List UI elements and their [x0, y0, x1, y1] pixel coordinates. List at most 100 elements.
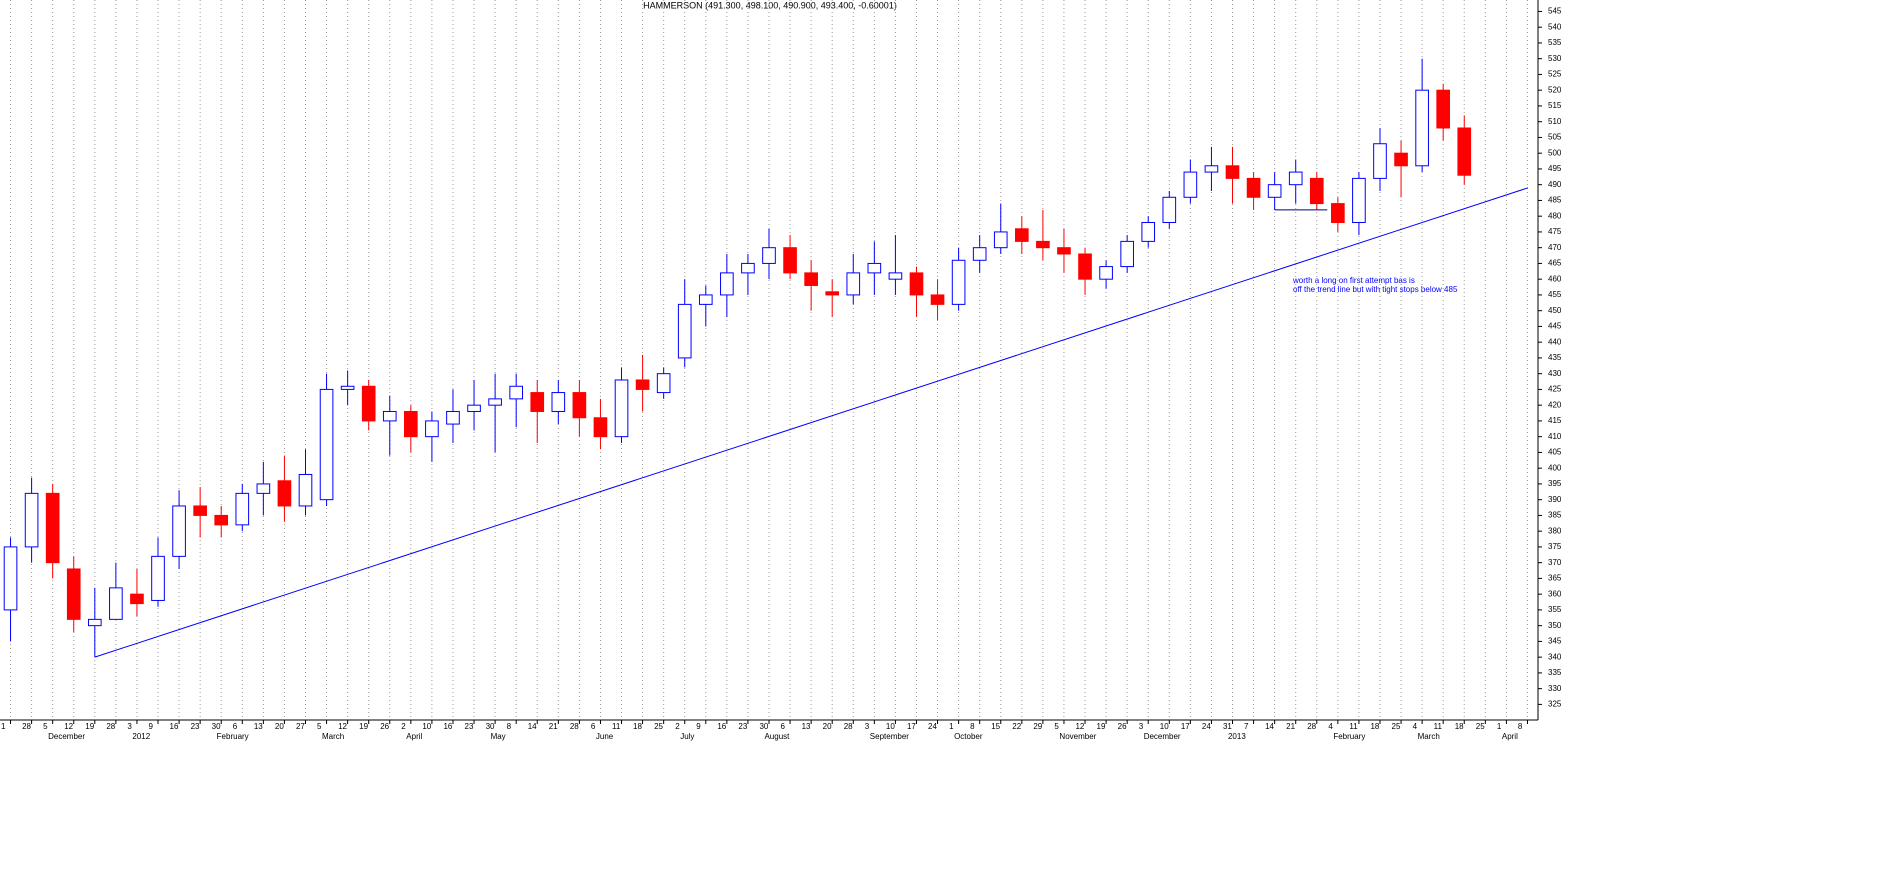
month-label: April: [1502, 732, 1518, 741]
candle-body: [930, 294, 945, 305]
y-tick-label: 410: [1548, 432, 1562, 441]
candle-body: [1288, 171, 1303, 186]
candle-body: [130, 593, 144, 605]
y-tick-label: 535: [1548, 38, 1562, 47]
x-tick-label: 2: [675, 722, 680, 731]
y-tick-label: 405: [1548, 448, 1562, 457]
candle-body: [45, 492, 60, 564]
candle-body: [1036, 240, 1050, 249]
x-tick-label: 26: [380, 722, 389, 731]
y-tick-label: 380: [1548, 526, 1562, 535]
candle-body: [614, 379, 629, 438]
x-tick-label: 15: [991, 722, 1000, 731]
candle-body: [24, 492, 39, 548]
y-tick-label: 330: [1548, 684, 1562, 693]
candle-body: [593, 417, 608, 438]
x-tick-label: 25: [654, 722, 663, 731]
candle-body: [1204, 165, 1219, 173]
candle-body: [87, 618, 102, 627]
x-tick-label: 13: [254, 722, 263, 731]
candle-body: [109, 587, 123, 620]
x-tick-label: 14: [1265, 722, 1274, 731]
y-tick-label: 415: [1548, 416, 1562, 425]
candle-body: [193, 505, 207, 516]
x-tick-label: 23: [191, 722, 200, 731]
x-tick-label: 10: [422, 722, 431, 731]
chart-title: HAMMERSON (491.300, 498.100, 490.900, 49…: [643, 0, 897, 10]
candle-body: [1331, 203, 1345, 223]
y-tick-label: 420: [1548, 400, 1562, 409]
candle-body: [1457, 127, 1472, 176]
y-tick-label: 340: [1548, 652, 1562, 661]
y-tick-label: 355: [1548, 605, 1562, 614]
candle-body: [888, 272, 903, 280]
candle-body: [256, 483, 271, 494]
y-tick-label: 465: [1548, 259, 1562, 268]
x-tick-label: 5: [1054, 722, 1059, 731]
trend-line: [94, 187, 1529, 658]
month-label: September: [870, 732, 909, 741]
candle-body: [277, 480, 292, 507]
y-tick-label: 545: [1548, 7, 1562, 16]
candle-body: [635, 379, 650, 390]
y-tick-label: 475: [1548, 227, 1562, 236]
annotation: worth a long on first attempt bas is: [1292, 276, 1415, 285]
candle-body: [1267, 184, 1282, 198]
candle-body: [361, 385, 376, 422]
x-tick-label: 5: [43, 722, 48, 731]
candle-body: [509, 385, 523, 400]
y-tick-label: 450: [1548, 306, 1562, 315]
x-tick-label: 12: [338, 722, 347, 731]
candle-body: [425, 420, 439, 438]
x-tick-label: 14: [528, 722, 537, 731]
y-tick-label: 540: [1548, 22, 1562, 31]
x-tick-label: 1: [1, 722, 6, 731]
candle-body: [867, 262, 882, 274]
x-tick-label: 5: [317, 722, 322, 731]
x-tick-label: 19: [1097, 722, 1106, 731]
month-label: March: [1418, 732, 1440, 741]
x-tick-label: 11: [1434, 722, 1443, 731]
candle-body: [530, 392, 545, 412]
candle-body: [951, 259, 966, 305]
y-tick-label: 345: [1548, 637, 1562, 646]
candle-body: [488, 398, 502, 406]
candle-body: [741, 262, 755, 274]
month-label: December: [48, 732, 85, 741]
x-tick-label: 30: [212, 722, 221, 731]
candle-body: [698, 294, 713, 305]
x-tick-label: 1: [1497, 722, 1502, 731]
y-tick-label: 385: [1548, 511, 1562, 520]
x-tick-label: 30: [759, 722, 768, 731]
y-tick-label: 520: [1548, 85, 1562, 94]
x-tick-label: 18: [1370, 722, 1379, 731]
month-label: December: [1144, 732, 1181, 741]
candle-body: [846, 272, 861, 296]
candle-body: [825, 291, 840, 296]
x-tick-label: 6: [233, 722, 238, 731]
x-tick-label: 8: [507, 722, 512, 731]
x-tick-label: 18: [1455, 722, 1464, 731]
candle-body: [151, 555, 165, 601]
x-tick-label: 19: [359, 722, 368, 731]
x-tick-label: 28: [22, 722, 31, 731]
y-tick-label: 510: [1548, 117, 1562, 126]
month-label: March: [322, 732, 344, 741]
x-tick-label: 24: [1202, 722, 1211, 731]
x-tick-label: 4: [1413, 722, 1418, 731]
month-label: 2012: [132, 732, 150, 741]
y-tick-label: 375: [1548, 542, 1562, 551]
month-label: April: [406, 732, 422, 741]
candle-body: [446, 410, 460, 425]
candle-body: [1078, 253, 1092, 280]
month-label: February: [217, 732, 249, 741]
y-tick-label: 350: [1548, 621, 1562, 630]
candle-body: [762, 247, 776, 264]
y-tick-label: 505: [1548, 133, 1562, 142]
x-tick-label: 31: [1223, 722, 1232, 731]
candle-body: [340, 385, 355, 390]
x-tick-label: 28: [844, 722, 853, 731]
y-tick-label: 500: [1548, 148, 1562, 157]
month-label: November: [1059, 732, 1096, 741]
